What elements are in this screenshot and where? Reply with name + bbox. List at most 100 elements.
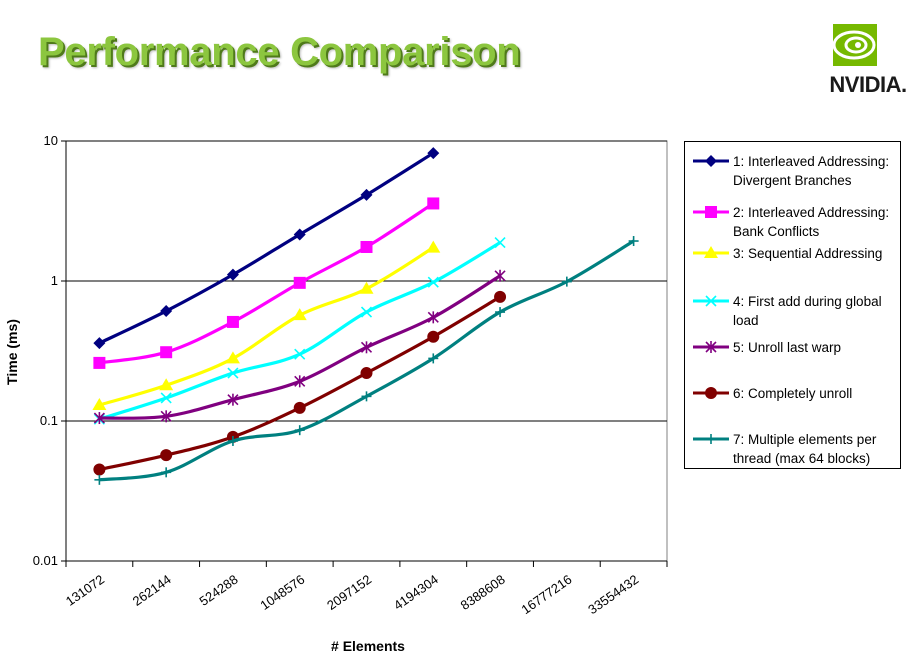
x-tick-label: 8388608 xyxy=(458,572,508,613)
data-point xyxy=(93,412,105,425)
legend-item: 5: Unroll last warp xyxy=(691,338,897,357)
x-tick-label: 4194304 xyxy=(391,572,441,613)
legend-label: 4: First add during global load xyxy=(733,294,882,328)
data-point xyxy=(705,341,717,353)
data-point xyxy=(361,391,372,402)
y-tick-label: 0.01 xyxy=(33,553,58,568)
data-point xyxy=(704,246,718,258)
y-axis-label: Time (ms) xyxy=(4,319,20,385)
data-point xyxy=(92,398,107,411)
data-point xyxy=(160,449,173,462)
series-1 xyxy=(93,147,440,350)
logo-wordmark: NVIDIA. xyxy=(829,72,907,97)
data-point xyxy=(226,268,239,281)
data-point xyxy=(93,463,106,476)
y-tick-label: 10 xyxy=(44,133,58,148)
series-line xyxy=(98,246,435,407)
legend-label: 7: Multiple elements per thread (max 64 … xyxy=(733,432,877,466)
x-tick-label: 1048576 xyxy=(257,572,307,613)
data-point xyxy=(427,147,440,160)
data-point xyxy=(93,337,106,350)
data-point xyxy=(227,367,239,379)
data-point xyxy=(227,393,239,406)
data-point xyxy=(294,348,306,360)
x-tick-label: 262144 xyxy=(130,572,174,609)
legend-label: 3: Sequential Addressing xyxy=(733,246,883,261)
data-point xyxy=(360,240,373,253)
data-point xyxy=(293,276,306,289)
series-lines xyxy=(92,147,639,485)
legend-item: 6: Completely unroll xyxy=(691,384,897,403)
data-point xyxy=(160,392,172,404)
x-axis-label: # Elements xyxy=(331,638,405,654)
data-point xyxy=(494,290,507,303)
legend-label: 6: Completely unroll xyxy=(733,386,853,401)
data-point xyxy=(360,306,373,318)
data-point xyxy=(705,155,717,167)
data-point xyxy=(427,197,440,210)
page-title: Performance Comparison xyxy=(38,30,521,74)
legend-item: 2: Interleaved Addressing: Bank Conflict… xyxy=(691,203,897,241)
data-point xyxy=(705,387,717,399)
y-tick-label: 0.1 xyxy=(40,413,58,428)
legend-item: 7: Multiple elements per thread (max 64 … xyxy=(691,430,897,468)
series-7 xyxy=(94,236,639,485)
data-point xyxy=(293,228,306,241)
data-point xyxy=(360,367,373,380)
data-point xyxy=(360,341,373,354)
series-line xyxy=(99,202,435,365)
series-5 xyxy=(93,269,506,425)
data-point xyxy=(359,281,374,294)
data-point xyxy=(705,295,717,307)
data-point xyxy=(360,188,373,201)
data-point xyxy=(160,346,173,359)
data-point xyxy=(292,308,307,321)
legend-swatch xyxy=(693,341,729,353)
data-point xyxy=(293,401,306,414)
series-2 xyxy=(93,197,440,369)
data-point xyxy=(294,375,306,388)
legend-swatch xyxy=(693,246,729,258)
nvidia-logo: NVIDIA. xyxy=(818,20,918,100)
series-line xyxy=(98,151,435,345)
data-point xyxy=(494,237,506,249)
legend-label: 1: Interleaved Addressing: Divergent Bra… xyxy=(733,154,890,188)
data-point xyxy=(94,474,105,485)
y-tick-label: 1 xyxy=(51,273,58,288)
data-point xyxy=(160,305,173,318)
data-point xyxy=(161,467,172,478)
data-point xyxy=(705,206,717,218)
data-point xyxy=(160,410,172,423)
chart-legend: 1: Interleaved Addressing: Divergent Bra… xyxy=(684,141,901,469)
data-point xyxy=(494,269,506,282)
x-tick-label: 16777216 xyxy=(519,572,575,617)
data-point xyxy=(428,353,439,364)
data-point xyxy=(93,356,106,369)
data-point xyxy=(227,435,238,446)
x-tick-label: 33554432 xyxy=(585,572,641,617)
data-point xyxy=(159,378,174,391)
legend-item: 3: Sequential Addressing xyxy=(691,244,897,263)
legend-swatch xyxy=(693,295,729,307)
series-3 xyxy=(92,240,441,411)
x-tick-label: 2097152 xyxy=(324,572,374,613)
data-point xyxy=(706,434,716,444)
data-point xyxy=(495,307,506,318)
data-point xyxy=(628,236,639,247)
data-point xyxy=(427,311,439,324)
data-point xyxy=(226,315,239,328)
legend-item: 4: First add during global load xyxy=(691,292,897,330)
legend-swatch xyxy=(693,387,729,399)
data-point xyxy=(225,351,240,364)
data-point xyxy=(294,425,305,436)
data-point xyxy=(561,276,572,287)
legend-label: 2: Interleaved Addressing: Bank Conflict… xyxy=(733,205,890,239)
series-6 xyxy=(93,290,507,476)
legend-swatch xyxy=(693,206,729,218)
data-point xyxy=(427,330,440,343)
x-tick-label: 131072 xyxy=(63,572,107,609)
legend-label: 5: Unroll last warp xyxy=(733,340,842,355)
legend-swatch xyxy=(693,434,729,444)
x-tick-label: 524288 xyxy=(196,572,240,609)
